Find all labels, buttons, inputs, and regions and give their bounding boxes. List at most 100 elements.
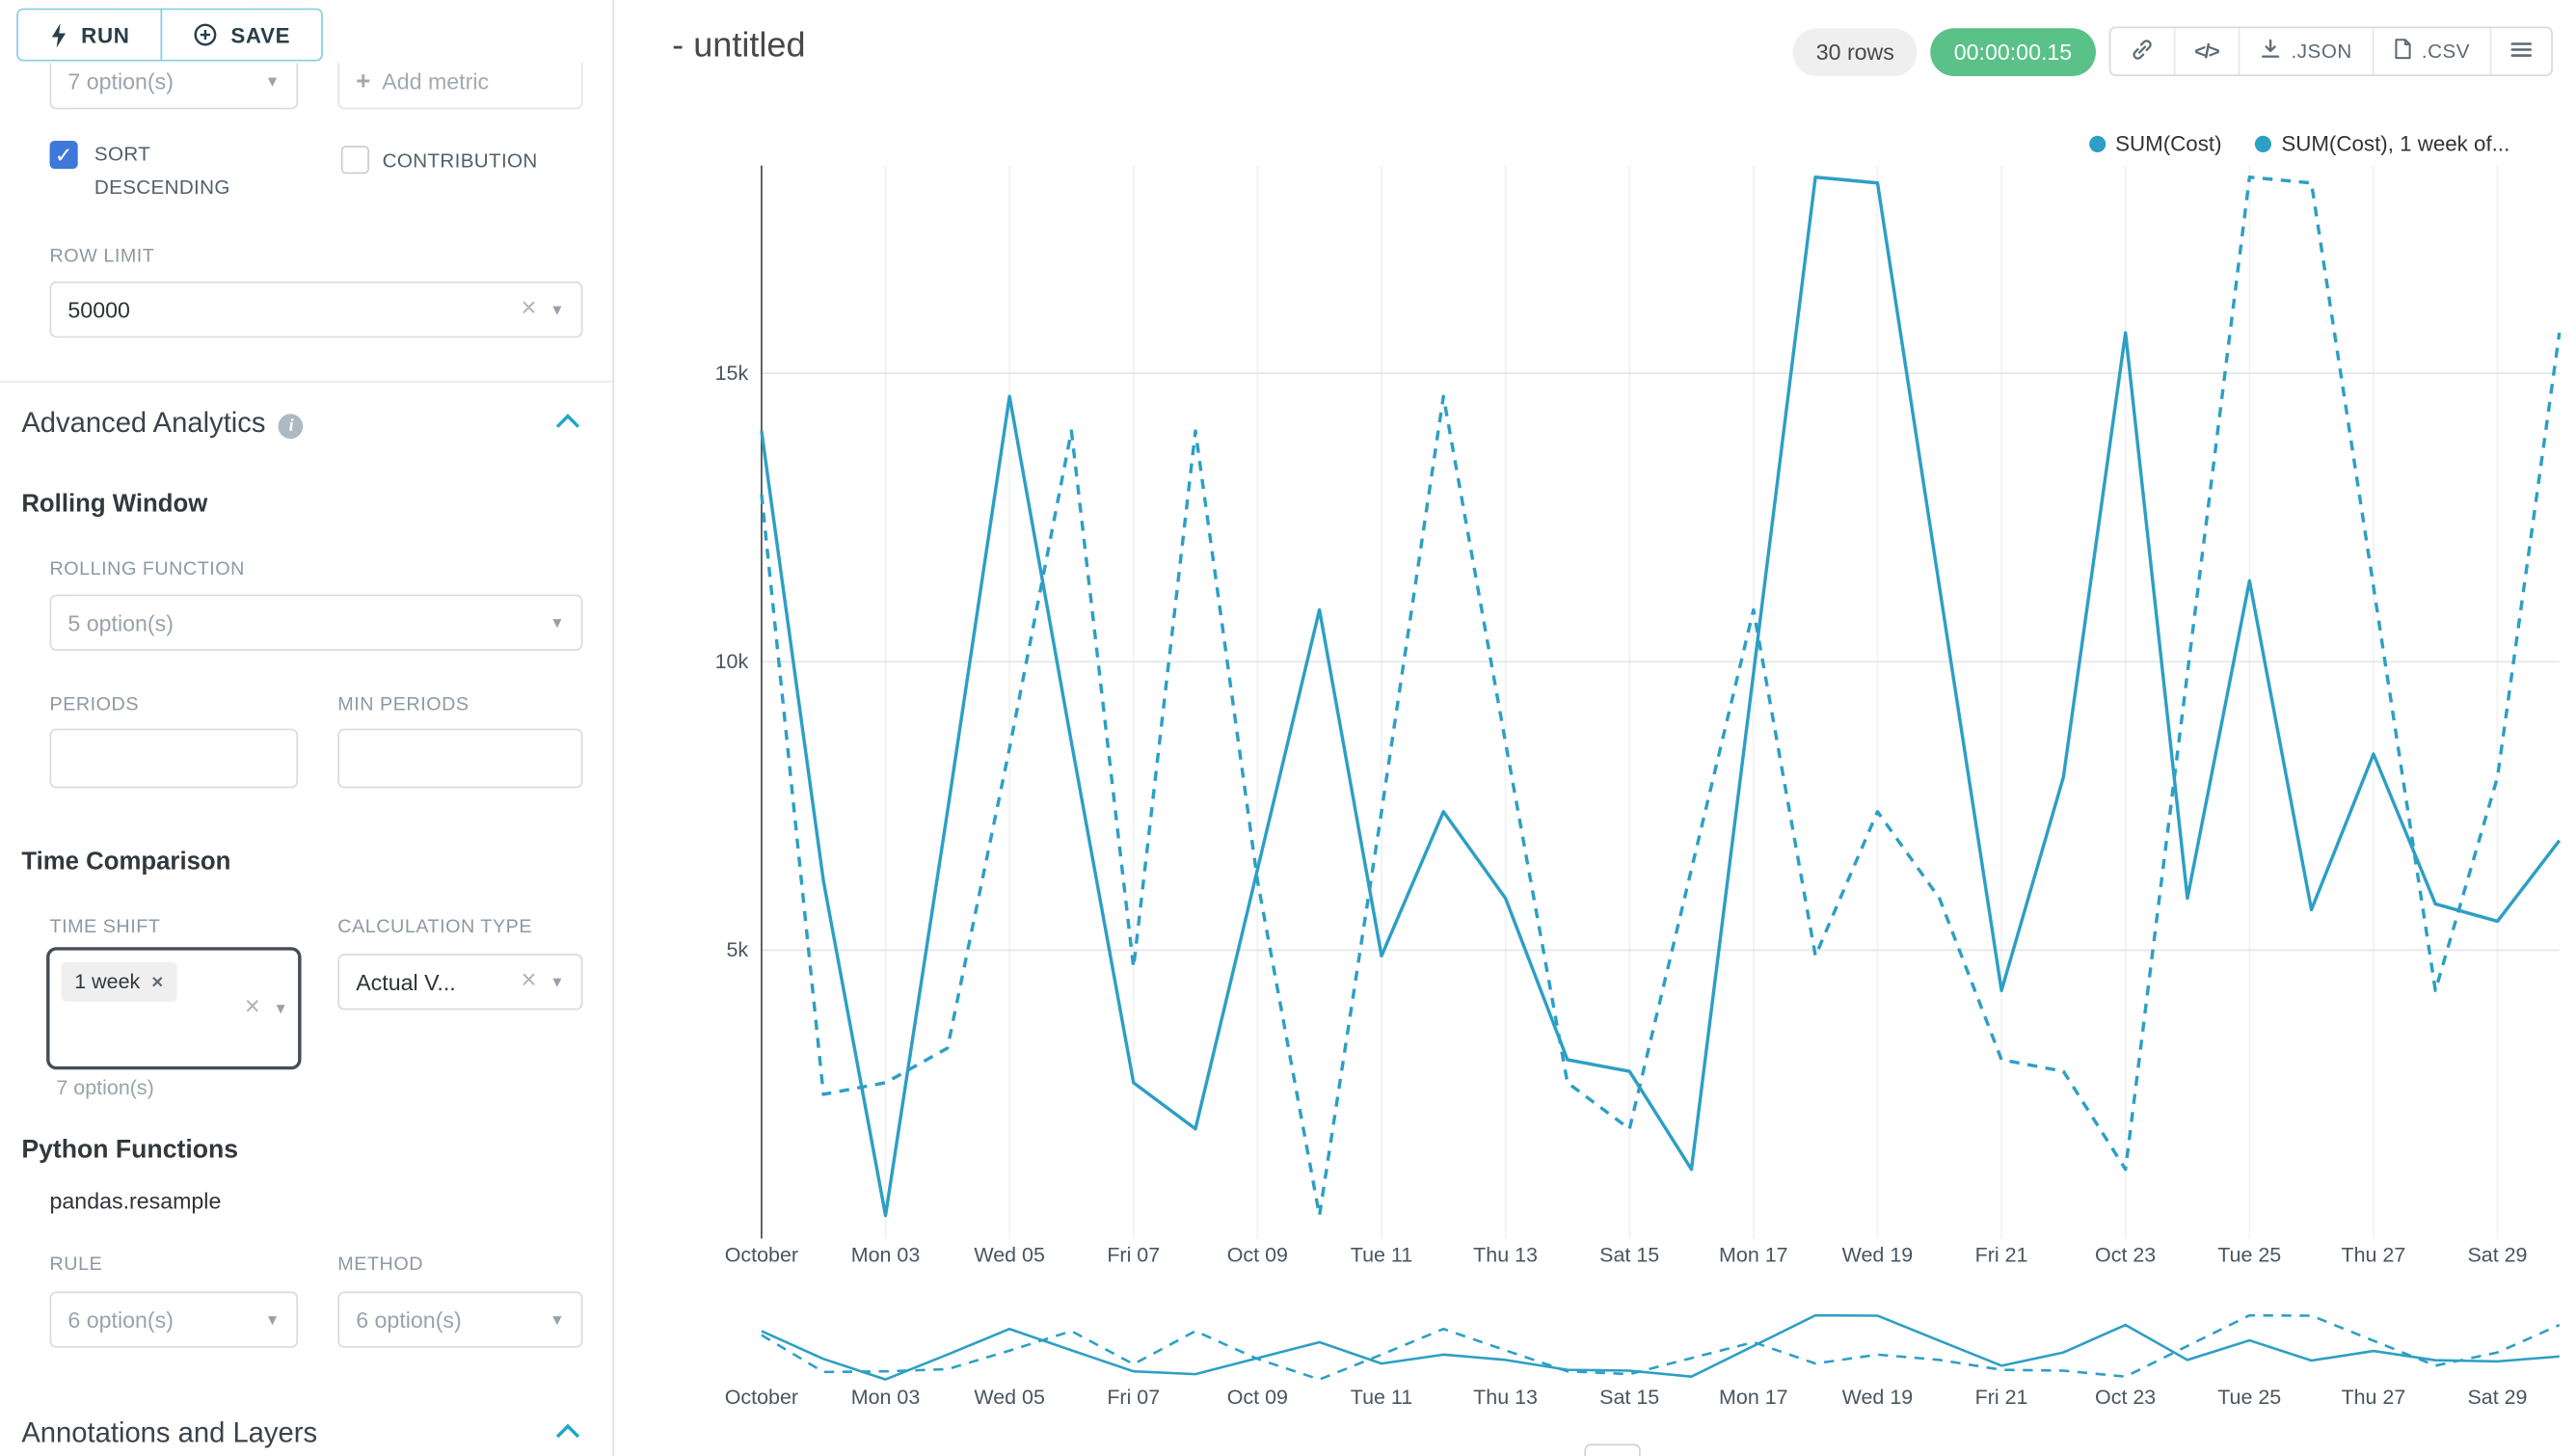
advanced-analytics-title: Advanced Analytics (21, 407, 266, 440)
json-label: .JSON (2291, 40, 2352, 64)
plus-icon: + (356, 67, 371, 95)
rolling-function-placeholder: 5 option(s) (67, 609, 174, 635)
method-select[interactable]: 6 option(s) ▼ (337, 1291, 583, 1348)
calculation-type-value: Actual V... (356, 969, 456, 995)
chevron-down-icon: ▼ (264, 1311, 281, 1329)
collapse-advanced-icon[interactable] (555, 414, 580, 438)
row-limit-value: 50000 (67, 297, 130, 322)
remove-tag-icon[interactable]: × (151, 970, 164, 994)
x-axis-tick-label: Wed 05 (974, 1244, 1045, 1267)
time-shift-hint: 7 option(s) (56, 1076, 154, 1100)
copy-link-button[interactable] (2110, 28, 2173, 74)
calculation-type-label: CALCULATION TYPE (337, 917, 533, 937)
sort-descending-label: SORT DESCENDING (94, 142, 230, 200)
run-button-label: RUN (81, 22, 130, 47)
rule-label: RULE (49, 1254, 103, 1276)
clear-icon[interactable]: × (521, 966, 537, 996)
embed-code-button[interactable]: </> (2172, 28, 2239, 75)
legend-item[interactable]: SUM(Cost) (2088, 131, 2222, 155)
file-icon (2394, 38, 2412, 64)
x-axis-tick-label: Mon 17 (1719, 1386, 1788, 1409)
series-line-solid[interactable] (761, 1313, 2560, 1381)
y-axis-tick-label: 5k (727, 938, 749, 961)
chart-header-actions: 30 rows 00:00:00.15 </> (1792, 26, 2553, 76)
section-divider (0, 380, 613, 383)
method-placeholder: 6 option(s) (356, 1307, 462, 1333)
x-axis-tick-label: Sat 29 (2467, 1244, 2527, 1267)
page-title: - untitled (672, 26, 806, 65)
download-json-button[interactable]: .JSON (2238, 28, 2373, 75)
x-axis-tick-label: Sat 29 (2467, 1386, 2527, 1409)
mini-chart-brush[interactable]: October Mon 03 Wed 05 Fri 07 Oct 09 Tue 11 Thu… (669, 1302, 2576, 1434)
row-count-badge: 30 rows (1792, 27, 1918, 76)
series-line-dashed[interactable] (761, 1313, 2561, 1381)
rolling-window-title: Rolling Window (21, 490, 208, 519)
query-timer-badge: 00:00:00.15 (1930, 27, 2096, 76)
advanced-analytics-header: Advanced Analytics i (21, 407, 304, 440)
clear-icon[interactable]: × (244, 993, 260, 1022)
time-shift-tag[interactable]: 1 week × (61, 961, 177, 1002)
legend-item[interactable]: SUM(Cost), 1 week of... (2254, 131, 2509, 155)
row-limit-select[interactable]: 50000 × ▼ (49, 281, 583, 338)
save-button[interactable]: SAVE (161, 8, 324, 62)
contribution-checkbox[interactable] (340, 146, 369, 175)
run-button[interactable]: RUN (16, 8, 163, 62)
download-csv-button[interactable]: .CSV (2372, 28, 2489, 75)
export-button-group: </> .JSON .CSV (2107, 26, 2553, 76)
control-panel: 7 option(s) ▼ + Add metric RUN SAVE (0, 0, 615, 1456)
collapse-annotations-icon[interactable] (555, 1423, 580, 1447)
x-axis-tick-label: Tue 25 (2217, 1244, 2281, 1267)
chevron-down-icon: ▼ (550, 614, 565, 632)
x-axis-tick-label: Fri 07 (1107, 1244, 1160, 1267)
add-metric-label: Add metric (382, 68, 490, 94)
method-label: METHOD (337, 1254, 423, 1276)
x-axis-tick-label: Thu 13 (1473, 1386, 1538, 1409)
x-axis-tick-label: Mon 03 (851, 1244, 921, 1267)
rolling-function-select[interactable]: 5 option(s) ▼ (49, 594, 583, 651)
x-axis-tick-label: Sat 15 (1599, 1386, 1659, 1409)
periods-label: PERIODS (49, 695, 140, 715)
x-axis-tick-label: Oct 09 (1227, 1244, 1288, 1267)
x-axis-tick-label: Thu 13 (1473, 1244, 1538, 1267)
legend-dot-icon (2088, 134, 2106, 152)
x-axis-tick-label: Sat 15 (1599, 1244, 1659, 1267)
x-axis-tick-label: Mon 17 (1719, 1244, 1788, 1267)
calculation-type-select[interactable]: Actual V... × ▼ (337, 954, 583, 1011)
time-comparison-title: Time Comparison (21, 848, 231, 876)
x-axis-tick-label: Oct 23 (2095, 1244, 2156, 1267)
pandas-resample-label: pandas.resample (49, 1188, 222, 1214)
x-axis-tick-label: Fri 21 (1975, 1386, 2028, 1409)
x-axis-tick-label: Wed 19 (1842, 1386, 1914, 1409)
periods-input[interactable] (49, 728, 299, 789)
check-icon: ✓ (54, 142, 73, 168)
main-chart[interactable]: 5k 10k 15k October Mon 03 Wed 05 Fri 07 Oct 09 T… (669, 116, 2576, 1291)
contribution-label: CONTRIBUTION (382, 148, 538, 173)
min-periods-label: MIN PERIODS (337, 695, 470, 715)
x-axis-tick-label: Tue 25 (2217, 1386, 2281, 1409)
x-axis-tick-label: Mon 03 (851, 1386, 921, 1409)
sort-descending-checkbox[interactable]: ✓ (49, 140, 78, 170)
time-shift-label: TIME SHIFT (49, 917, 161, 937)
python-functions-title: Python Functions (21, 1135, 239, 1165)
time-shift-tag-label: 1 week (74, 970, 141, 994)
x-axis-tick-label: Wed 05 (974, 1386, 1045, 1409)
rule-select[interactable]: 6 option(s) ▼ (49, 1291, 299, 1348)
chevron-down-icon: ▼ (273, 1000, 288, 1017)
min-periods-input[interactable] (337, 728, 583, 789)
x-axis-tick-label: Thu 27 (2341, 1386, 2405, 1409)
x-axis-tick-label: Oct 23 (2095, 1386, 2156, 1409)
chart-menu-button[interactable] (2489, 28, 2552, 75)
time-shift-select[interactable]: 1 week × × ▼ (46, 947, 302, 1070)
results-pane-handle[interactable] (1584, 1443, 1641, 1456)
x-axis-tick-label: October (725, 1244, 798, 1267)
save-button-label: SAVE (230, 22, 291, 47)
code-icon: </> (2194, 40, 2219, 64)
clear-icon[interactable]: × (521, 294, 537, 323)
series-line-dashed[interactable] (760, 175, 2562, 1218)
x-axis-tick-label: Thu 27 (2341, 1244, 2405, 1267)
plus-circle-icon (195, 23, 218, 46)
rule-placeholder: 6 option(s) (67, 1307, 174, 1333)
menu-icon (2509, 38, 2533, 66)
series-line-solid[interactable] (760, 175, 2562, 1218)
